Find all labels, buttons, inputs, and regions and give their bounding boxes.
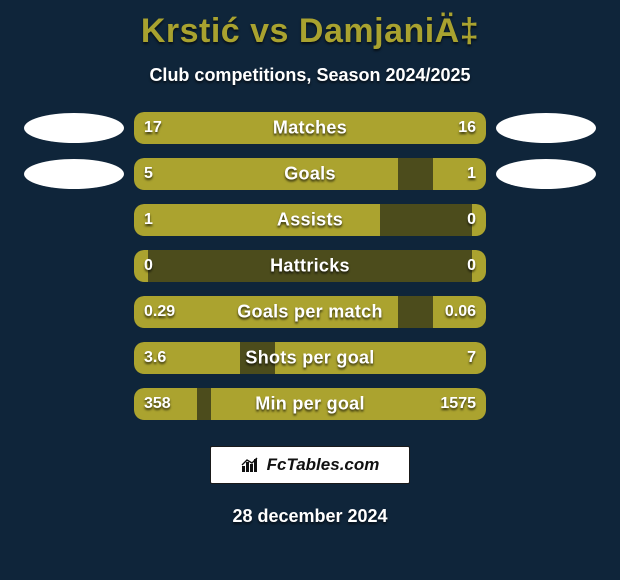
stat-bar-left-fill [134,250,148,282]
title-vs: vs [240,12,299,50]
stat-bar-left-fill [134,388,197,420]
stat-bar: 3581575Min per goal [134,388,486,420]
stat-row: 1716Matches [10,112,610,144]
stat-bar-right-fill [211,388,486,420]
stat-rows: 1716Matches 51Goals 10Assists 00Hattricks 0.… [0,112,620,420]
stat-bar-left-fill [134,204,380,236]
stat-bar: 51Goals [134,158,486,190]
stat-bar-left-fill [134,342,240,374]
source-badge[interactable]: FcTables.com [210,446,410,484]
bar-chart-icon [241,457,261,473]
stat-row: 3.67Shots per goal [10,342,610,374]
stat-bar-right-fill [472,204,486,236]
stat-row: 00Hattricks [10,250,610,282]
player-avatar-left [24,113,124,143]
stat-bar: 0.290.06Goals per match [134,296,486,328]
stat-row: 0.290.06Goals per match [10,296,610,328]
stat-bar-right-fill [472,250,486,282]
stat-row: 3581575Min per goal [10,388,610,420]
stat-bar-left-fill [134,158,398,190]
stat-row: 10Assists [10,204,610,236]
stat-bar-right-fill [433,158,486,190]
subtitle: Club competitions, Season 2024/2025 [0,65,620,86]
stat-bar-right-fill [433,296,486,328]
stat-bar: 3.67Shots per goal [134,342,486,374]
comparison-card: Krstić vs DamjaniÄ‡ Club competitions, S… [0,0,620,580]
title-player-left: Krstić [141,12,240,50]
snapshot-date: 28 december 2024 [0,506,620,527]
player-avatar-right [496,113,596,143]
stat-bar-left-fill [134,296,398,328]
title-player-right: DamjaniÄ‡ [299,12,479,50]
stat-bar: 1716Matches [134,112,486,144]
stat-bar-left-fill [134,112,314,144]
player-avatar-right [496,159,596,189]
stat-row: 51Goals [10,158,610,190]
stat-bar-right-fill [275,342,486,374]
source-badge-text: FcTables.com [267,455,380,475]
player-avatar-left [24,159,124,189]
page-title: Krstić vs DamjaniÄ‡ [0,12,620,51]
stat-bar-right-fill [314,112,486,144]
stat-bar: 10Assists [134,204,486,236]
stat-bar: 00Hattricks [134,250,486,282]
